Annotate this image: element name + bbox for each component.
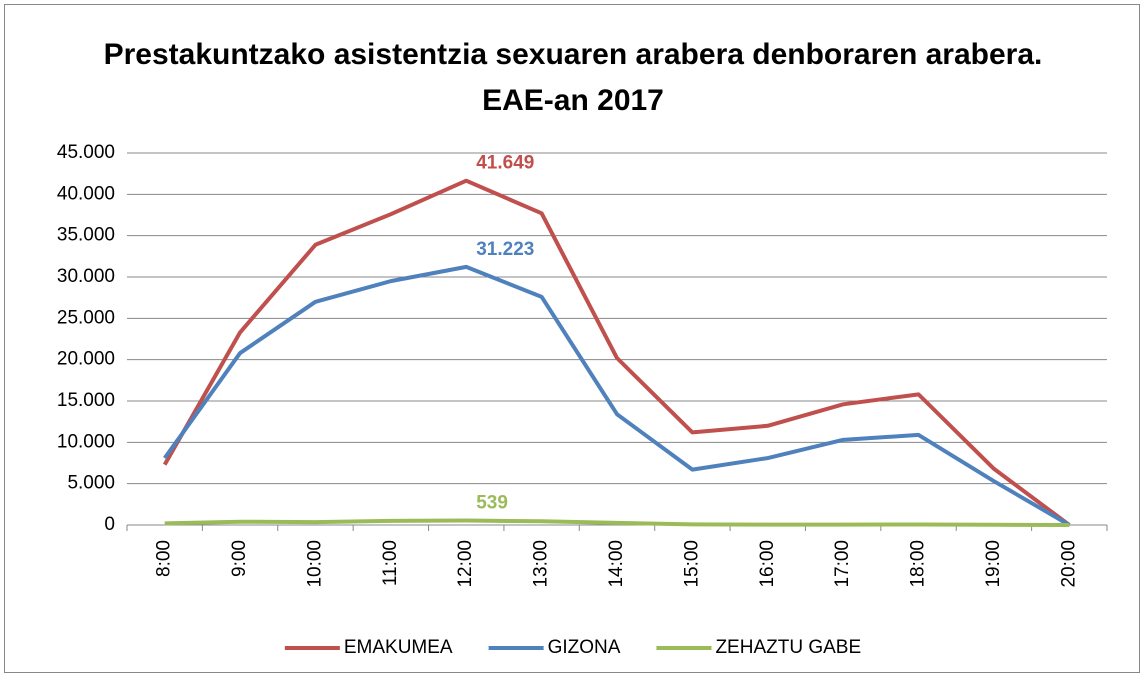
y-tick-label: 45.000 (57, 142, 115, 163)
y-tick-label: 0 (104, 514, 115, 535)
y-tick-label: 30.000 (57, 266, 115, 287)
x-tick-label: 17:00 (832, 540, 853, 588)
x-tick-label: 12:00 (455, 540, 476, 588)
x-tick-label: 10:00 (304, 540, 325, 588)
x-tick-label: 20:00 (1058, 540, 1079, 588)
chart-frame (4, 4, 1140, 673)
y-tick-label: 10.000 (57, 431, 115, 452)
x-tick-label: 9:00 (229, 540, 250, 577)
x-tick-label: 15:00 (681, 540, 702, 588)
y-tick-label: 5.000 (67, 473, 115, 494)
y-tick-label: 15.000 (57, 390, 115, 411)
x-tick-label: 13:00 (531, 540, 552, 588)
data-label: 31.223 (476, 239, 534, 260)
x-tick-label: 16:00 (757, 540, 778, 588)
data-label: 41.649 (476, 153, 534, 174)
y-tick-label: 35.000 (57, 225, 115, 246)
series-line (164, 518, 1070, 527)
legend-label: ZEHAZTU GABE (715, 637, 861, 658)
x-tick-label: 19:00 (983, 540, 1004, 588)
series-line (163, 264, 1071, 527)
x-tick-label: 18:00 (908, 540, 929, 588)
x-tick-label: 8:00 (154, 540, 175, 577)
x-tick-label: 11:00 (380, 540, 401, 586)
y-tick-label: 40.000 (57, 183, 115, 204)
x-tick-label: 14:00 (606, 540, 627, 588)
series-line (162, 178, 1071, 527)
y-tick-label: 25.000 (57, 307, 115, 328)
legend-label: EMAKUMEA (344, 637, 453, 658)
y-tick-label: 20.000 (57, 349, 115, 370)
data-label: 539 (476, 493, 508, 514)
chart-title: Prestakuntzako asistentzia sexuaren arab… (103, 38, 1043, 117)
legend-label: GIZONA (548, 637, 621, 658)
